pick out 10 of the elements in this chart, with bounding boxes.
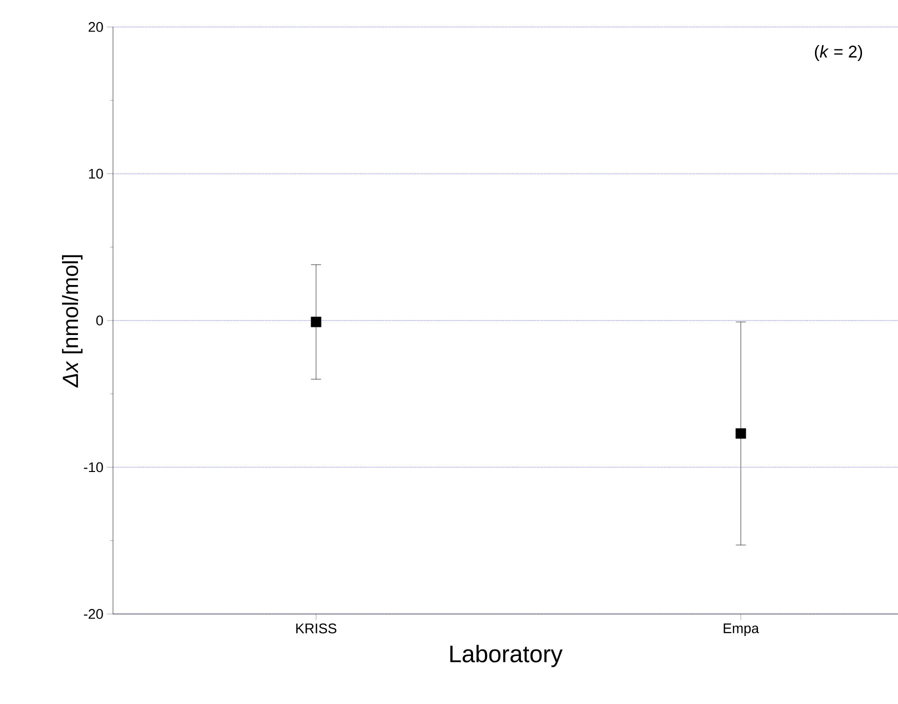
x-tick-label: KRISS bbox=[296, 623, 336, 634]
x-axis-title: Laboratory bbox=[450, 644, 563, 668]
y-tick-label: -20 bbox=[84, 609, 103, 619]
y-axis-title: Δx [nmol/mol] bbox=[62, 255, 82, 388]
y-tick-label: 10 bbox=[89, 168, 103, 179]
annotation: (k = 2) bbox=[814, 45, 862, 61]
x-tick-label: Empa bbox=[724, 624, 760, 636]
y-tick-label: 20 bbox=[88, 22, 103, 32]
y-tick-label: -10 bbox=[84, 462, 103, 472]
y-tick-label: 0 bbox=[96, 316, 103, 326]
